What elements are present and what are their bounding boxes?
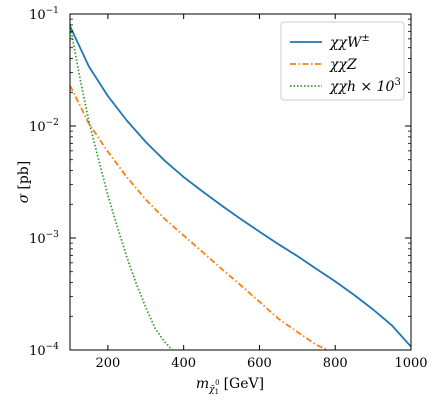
series-line-0 [70,25,411,348]
legend: χχW± χχZ χχh × 103 [280,21,405,101]
y-axis-label-unit: [pb] [16,161,32,190]
y-tick-label: 10−1 [29,6,59,23]
legend-label-z: χχZ [329,57,357,73]
y-axis-label-var: σ [16,193,32,203]
x-axis-label-supsub: 0 [215,379,219,387]
legend-label-wpm: χχW± [329,33,370,51]
y-axis-label: σ [pb] [16,161,32,203]
x-tick-label: 400 [171,356,196,371]
x-tick-label: 1000 [394,356,427,371]
x-axis-label-subsub: 1 [215,388,219,396]
series-line-1 [70,85,328,350]
x-axis-label-var: m [196,376,209,392]
plot-frame [69,13,412,351]
ticks-layer: 200 400 600 800 1000 10−4 10−3 10−2 10−1 [29,6,427,371]
series-line-2 [70,24,173,350]
x-axis-label-unit: [GeV] [224,376,265,392]
y-tick-label: 10−4 [29,342,59,359]
y-tick-label: 10−2 [29,118,59,135]
x-tick-label: 800 [323,356,348,371]
x-axis-label-sub: χ̃ [208,384,215,395]
x-tick-label: 600 [247,356,272,371]
x-axis-label: mχ̃10 [GeV] [196,376,264,396]
y-tick-label: 10−3 [29,230,59,247]
legend-label-h: χχh × 103 [329,77,401,95]
x-tick-label: 200 [95,356,120,371]
series-layer [70,24,411,350]
